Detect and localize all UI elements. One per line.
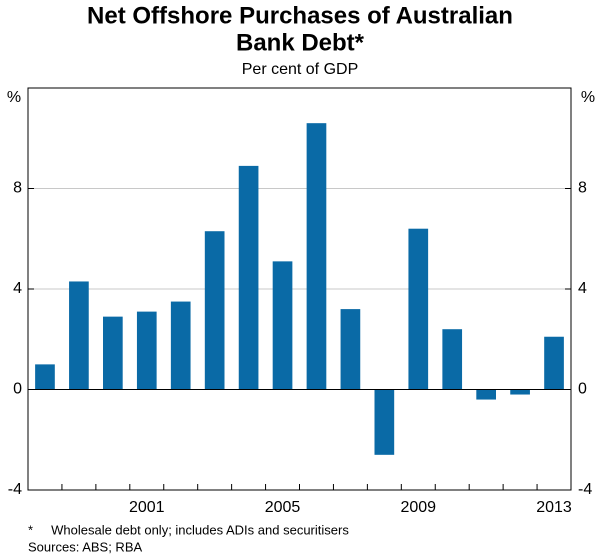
bar [238,165,259,390]
chart-subtitle: Per cent of GDP [242,61,359,78]
y-axis-label: % [7,89,21,106]
y2-tick-label: 4 [578,280,587,297]
bar [408,228,429,390]
x-tick-label: 2005 [265,499,301,516]
y-tick-label: 4 [13,280,22,297]
bar [442,329,463,390]
y-tick-label: -4 [8,481,22,498]
bar [103,316,123,390]
y2-tick-label: -4 [578,481,592,498]
bar [510,389,530,395]
y-tick-label: 8 [13,180,22,197]
bar [69,281,89,390]
bar [374,389,395,455]
plot-frame [27,87,572,491]
footnote: * Wholesale debt only; includes ADIs and… [28,522,349,537]
chart-title: Net Offshore Purchases of Australian [87,2,513,29]
x-tick-label: 2001 [129,499,165,516]
y2-axis-label: % [581,89,595,106]
bar [136,311,157,390]
chart-title: Bank Debt* [236,29,365,56]
x-tick-label: 2009 [400,499,436,516]
bar [204,231,225,390]
bar [170,301,191,390]
bar [340,309,361,390]
bar [476,389,496,400]
y2-tick-label: 0 [578,381,587,398]
sources: Sources: ABS; RBA [28,539,142,554]
y-tick-label: 0 [13,381,22,398]
x-tick-label: 2013 [536,499,572,516]
y2-tick-label: 8 [578,180,587,197]
bar [272,261,293,390]
bar [306,123,327,390]
bar [35,364,55,390]
bar [544,336,564,390]
